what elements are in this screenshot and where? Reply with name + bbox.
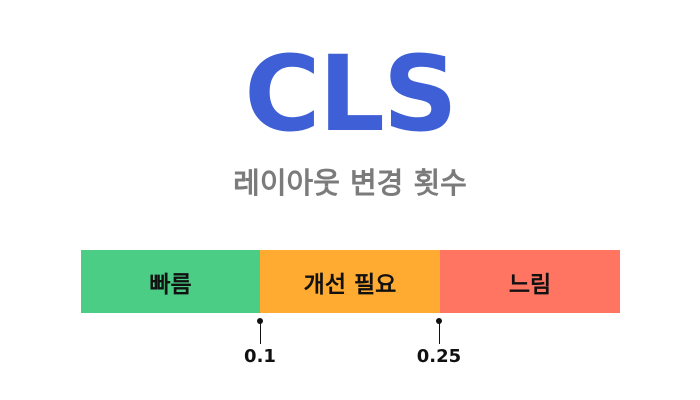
- marker-line: [438, 322, 440, 344]
- metric-title: CLS: [244, 33, 458, 155]
- threshold-label-second: 0.25: [416, 346, 462, 367]
- segment-poor-label: 느림: [508, 271, 552, 298]
- threshold-marker-first: [254, 318, 266, 366]
- marker-line: [259, 322, 261, 344]
- marker-dot: [436, 318, 442, 324]
- segment-needs-improvement-label: 개선 필요: [303, 271, 397, 298]
- marker-dot: [257, 318, 263, 324]
- metric-subtitle: 레이아웃 변경 횟수: [233, 166, 467, 200]
- segment-needs-improvement: 개선 필요: [260, 250, 440, 313]
- threshold-bar: 빠름 개선 필요 느림: [81, 250, 620, 313]
- threshold-marker-second: [433, 318, 445, 366]
- segment-good: 빠름: [81, 250, 260, 313]
- segment-poor: 느림: [440, 250, 620, 313]
- threshold-label-first: 0.1: [244, 346, 276, 367]
- segment-good-label: 빠름: [149, 271, 192, 298]
